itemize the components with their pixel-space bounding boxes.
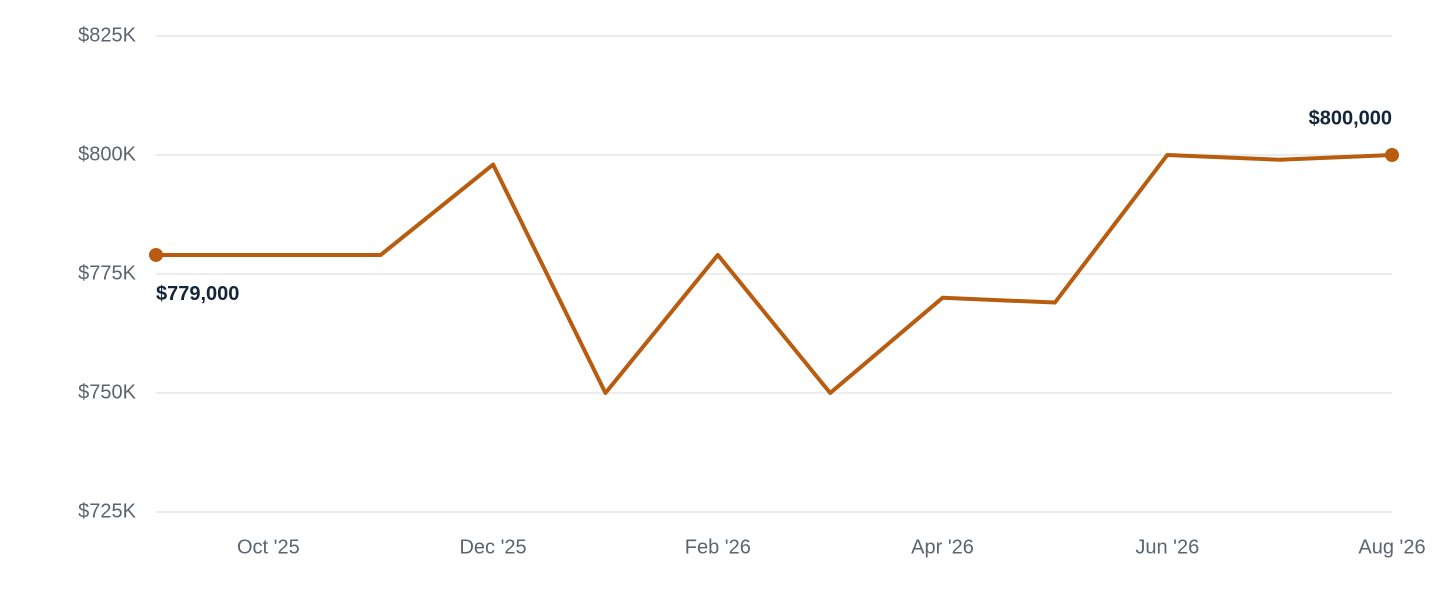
x-tick-label: Jun '26 bbox=[1135, 536, 1199, 558]
data-label: $800,000 bbox=[1309, 107, 1392, 129]
x-tick-label: Apr '26 bbox=[911, 536, 974, 558]
y-tick-label: $750K bbox=[78, 381, 136, 403]
x-tick-label: Aug '26 bbox=[1358, 536, 1425, 558]
data-label: $779,000 bbox=[156, 283, 239, 305]
point bbox=[149, 247, 163, 262]
x-tick-label: Dec '25 bbox=[459, 536, 526, 558]
x-tick-label: Oct '25 bbox=[237, 536, 300, 558]
y-tick-label: $825K bbox=[78, 24, 136, 46]
x-tick-label: Feb '26 bbox=[685, 536, 751, 558]
y-tick-label: $800K bbox=[78, 143, 136, 165]
y-tick-label: $775K bbox=[78, 262, 136, 284]
y-tick-label: $725K bbox=[78, 500, 136, 522]
line bbox=[156, 153, 1393, 395]
point bbox=[1385, 148, 1399, 162]
